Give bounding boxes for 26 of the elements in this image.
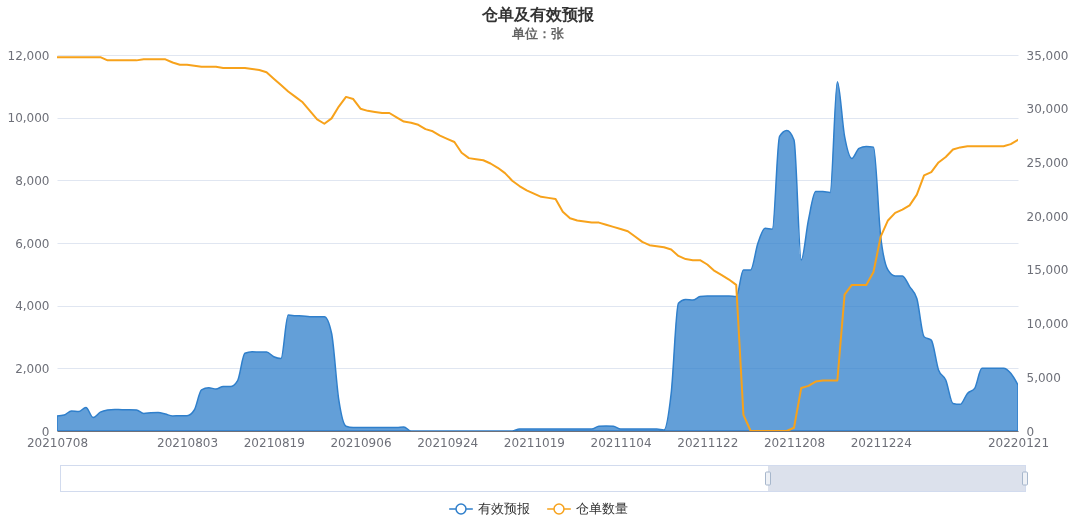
y2-tick-label: 30,000 bbox=[1026, 102, 1069, 117]
x-tick-label: 20211224 bbox=[850, 435, 912, 450]
y2-tick-label: 5,000 bbox=[1026, 370, 1061, 385]
y-tick-label: 10,000 bbox=[7, 111, 50, 126]
chart-subtitle: 单位：张 bbox=[510, 26, 565, 41]
y-tick-label: 12,000 bbox=[7, 48, 50, 63]
x-tick-label: 20210803 bbox=[157, 435, 219, 450]
x-tick-label: 20211104 bbox=[590, 435, 652, 450]
y2-tick-label: 20,000 bbox=[1026, 209, 1069, 224]
y-tick-label: 8,000 bbox=[15, 173, 50, 188]
y2-tick-label: 25,000 bbox=[1026, 155, 1069, 170]
y2-tick-label: 10,000 bbox=[1026, 317, 1069, 332]
legend-label: 有效预报 bbox=[478, 501, 530, 517]
y-tick-label: 2,000 bbox=[15, 361, 50, 376]
y2-tick-label: 15,000 bbox=[1026, 263, 1069, 278]
x-tick-label: 20210819 bbox=[243, 435, 305, 450]
y2-tick-label: 35,000 bbox=[1026, 48, 1069, 63]
legend-label: 仓单数量 bbox=[576, 501, 628, 517]
chart-title: 仓单及有效预报 bbox=[480, 5, 595, 24]
x-tick-label: 20211208 bbox=[763, 435, 826, 450]
x-tick-label: 20211019 bbox=[503, 435, 565, 450]
y-tick-label: 4,000 bbox=[15, 299, 50, 314]
y-tick-label: 6,000 bbox=[15, 236, 50, 251]
x-tick-label: 20211122 bbox=[677, 435, 739, 450]
x-tick-label: 20210924 bbox=[417, 435, 479, 450]
x-tick-label: 20210906 bbox=[330, 435, 392, 450]
